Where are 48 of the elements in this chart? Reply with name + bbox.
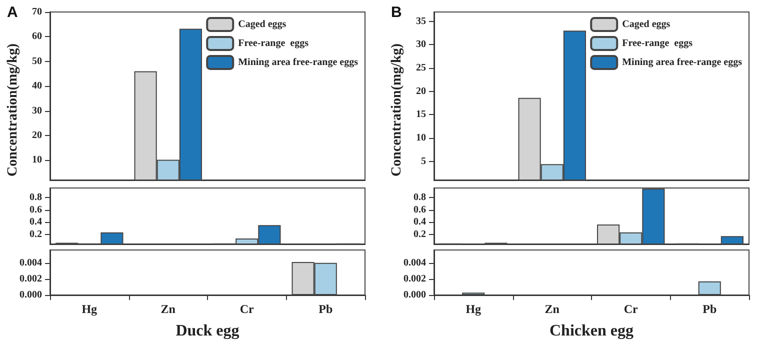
legend-label: Free-range eggs	[238, 38, 309, 49]
y-tick-label: 30	[416, 39, 426, 50]
x-tick-label: Hg	[82, 302, 98, 316]
x-tick-label: Zn	[160, 302, 176, 316]
legend-label: Mining area free-range eggs	[238, 57, 358, 68]
legend-label: Free-range eggs	[622, 38, 693, 49]
x-tick-label: Pb	[318, 302, 333, 316]
y-tick-label: 20	[416, 86, 426, 97]
y-axis-title: Concentration(mg/kg)	[6, 43, 20, 176]
y-axis-title: Concentration(mg/kg)	[390, 43, 404, 176]
y-tick-label: 5	[421, 156, 426, 167]
legend-label: Mining area free-range eggs	[622, 57, 742, 68]
y-tick-label: 0.6	[30, 204, 42, 216]
legend-label: Caged eggs	[622, 19, 670, 30]
y-tick-label: 0.6	[414, 204, 426, 216]
chart-title: B	[391, 4, 402, 21]
x-tick-label: Hg	[466, 302, 482, 316]
y-tick-label: 0.4	[414, 216, 426, 228]
x-tick-label: Cr	[240, 302, 255, 316]
y-tick-label: 20	[32, 130, 42, 142]
y-tick-label: 70	[32, 6, 42, 18]
x-tick-label: Pb	[702, 302, 717, 316]
x-axis-title: Duck egg	[176, 322, 240, 340]
y-tick-label: 0.002	[20, 273, 42, 284]
y-tick-label: 15	[416, 109, 426, 120]
y-tick-label: 10	[416, 132, 426, 144]
y-tick-label: 0.000	[404, 290, 426, 300]
y-tick-label: 0.8	[30, 192, 42, 204]
y-tick-label: 0.000	[20, 290, 42, 300]
y-tick-label: 60	[32, 31, 42, 42]
y-tick-label: 0.002	[404, 273, 426, 284]
y-tick-label: 35	[416, 16, 426, 27]
y-tick-label: 0.2	[414, 228, 426, 240]
y-tick-label: 0.4	[30, 216, 42, 228]
y-tick-label: 0.2	[30, 228, 42, 240]
y-tick-label: 0.004	[404, 257, 426, 268]
y-tick-label: 50	[32, 56, 42, 67]
y-tick-label: 0.004	[20, 257, 42, 268]
y-tick-label: 25	[416, 62, 426, 74]
y-tick-label: 40	[32, 80, 42, 92]
legend-label: Caged eggs	[238, 19, 286, 30]
x-tick-label: Cr	[624, 302, 639, 316]
y-tick-label: 30	[32, 105, 42, 116]
x-axis-title: Chicken egg	[550, 322, 634, 340]
chart-title: A	[7, 4, 18, 21]
x-tick-label: Zn	[544, 302, 560, 316]
y-tick-label: 10	[32, 154, 42, 166]
y-tick-label: 0.8	[414, 192, 426, 204]
